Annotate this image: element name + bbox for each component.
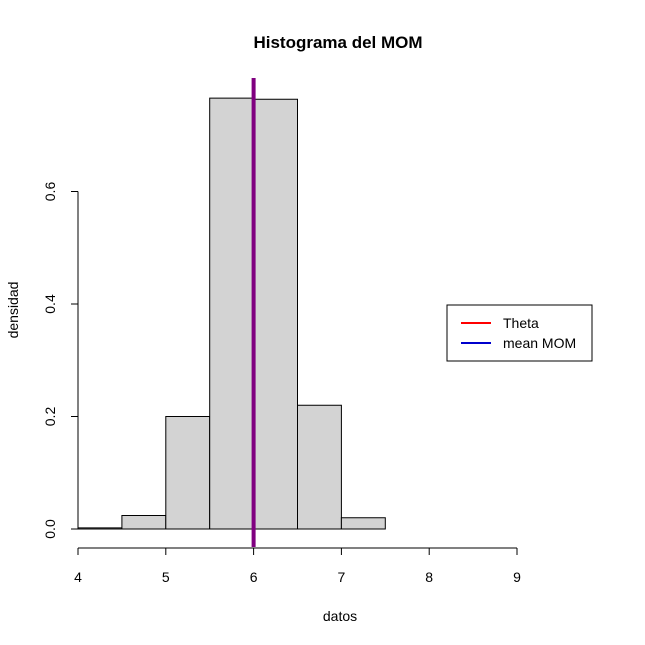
y-axis-label: densidad — [5, 282, 21, 339]
histogram-bar-0 — [77, 527, 123, 530]
histogram-bar-5 — [297, 404, 342, 530]
histogram-bars — [77, 97, 386, 530]
legend: Theta mean MOM — [446, 304, 593, 362]
histogram-bar-2 — [165, 416, 211, 530]
x-axis: 4 5 6 7 8 9 — [74, 547, 521, 585]
y-tick-label-0: 0.0 — [42, 519, 58, 539]
y-tick-label-3: 0.6 — [42, 182, 58, 202]
histogram-bar-4 — [253, 98, 299, 530]
histogram-bar-3 — [209, 97, 255, 530]
x-tick-label-8: 8 — [425, 569, 433, 585]
legend-label-0: Theta — [503, 315, 539, 331]
x-tick-label-4: 4 — [74, 569, 82, 585]
x-tick-label-6: 6 — [250, 569, 258, 585]
y-tick-label-1: 0.2 — [42, 407, 58, 427]
x-tick-label-5: 5 — [162, 569, 170, 585]
x-tick-label-7: 7 — [338, 569, 346, 585]
histogram-bar-6 — [340, 517, 386, 530]
y-axis: 0.0 0.2 0.4 0.6 — [42, 182, 79, 539]
histogram-bar-1 — [121, 515, 167, 530]
legend-box — [446, 304, 593, 362]
x-tick-label-9: 9 — [513, 569, 521, 585]
y-tick-label-2: 0.4 — [42, 294, 58, 314]
chart-title: Histograma del MOM — [253, 33, 422, 52]
legend-label-1: mean MOM — [503, 335, 576, 351]
x-axis-label: datos — [323, 608, 357, 624]
